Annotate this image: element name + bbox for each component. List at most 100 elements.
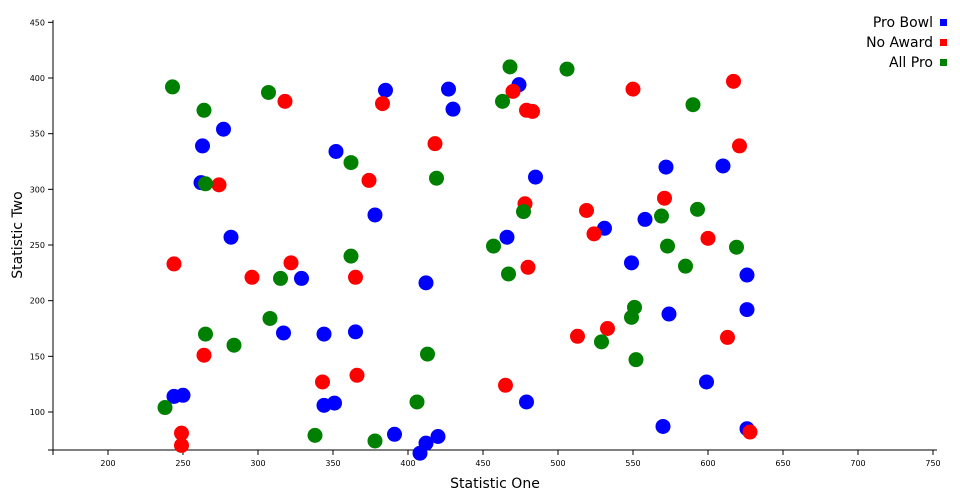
data-point-all-pro [678,258,693,274]
legend-label-pro-bowl: Pro Bowl [873,15,933,31]
y-tick-label: 250 [30,241,45,250]
data-point-pro-bowl [499,229,515,245]
data-point-no-award [570,328,585,344]
x-tick-label: 650 [775,459,790,468]
data-point-pro-bowl [418,275,434,291]
y-axis-ticks: 100 150 200 250 300 350 400 450 [30,18,53,451]
data-point-all-pro [261,84,276,100]
data-point-all-pro [516,204,531,220]
data-point-no-award [375,96,390,112]
legend-label-all-pro: All Pro [889,55,933,71]
data-point-all-pro [307,427,323,443]
data-point-all-pro [486,238,501,254]
y-tick-label: 100 [30,408,45,417]
x-tick-label: 250 [175,459,190,468]
data-point-no-award [174,437,189,453]
data-point-pro-bowl [624,255,639,271]
data-point-no-award [174,425,189,441]
data-point-pro-bowl [276,325,291,341]
data-point-pro-bowl [418,435,434,451]
y-tick-label: 200 [30,297,45,306]
data-point-pro-bowl [387,426,402,442]
data-point-pro-bowl [348,324,363,340]
data-point-pro-bowl [445,101,461,117]
y-tick-label: 400 [30,74,45,83]
data-point-no-award [720,329,735,345]
data-point-no-award [732,138,747,154]
data-point-no-award [166,256,182,272]
data-point-no-award [315,374,330,390]
data-point-pro-bowl [658,159,674,175]
data-point-all-pro [559,61,575,77]
data-point-pro-bowl [328,143,344,159]
x-tick-label: 400 [400,459,415,468]
x-axis-ticks: 200 250 300 350 400 450 500 550 600 650 700 750 [52,450,941,468]
data-point-no-award [520,259,536,275]
data-point-all-pro [262,310,278,326]
data-point-no-award [579,202,594,218]
data-point-all-pro [157,400,173,416]
data-point-pro-bowl [739,302,755,318]
y-tick-label: 150 [30,352,45,361]
data-point-no-award [361,172,377,188]
data-point-pro-bowl [367,207,383,223]
data-point-all-pro [594,334,609,350]
data-point-pro-bowl [655,418,671,434]
legend-swatch-no-award [940,39,947,46]
x-tick-label: 200 [100,459,115,468]
x-tick-label: 350 [325,459,340,468]
series-pro-bowl [166,77,755,461]
data-point-pro-bowl [637,211,653,227]
data-point-all-pro [198,176,213,192]
y-axis-title: Statistic Two [10,191,26,278]
data-point-no-award [349,367,365,383]
data-point-no-award [700,230,716,246]
data-point-no-award [498,377,513,393]
data-point-pro-bowl [528,169,543,185]
data-point-pro-bowl [441,81,456,97]
legend: Pro Bowl No Award All Pro [866,15,947,71]
data-point-no-award [586,226,602,242]
data-point-all-pro [729,239,744,255]
data-point-no-award [525,103,540,119]
x-tick-label: 550 [625,459,640,468]
x-axis-title: Statistic One [450,476,540,492]
data-point-pro-bowl [699,374,714,390]
data-point-no-award [505,83,521,99]
data-point-all-pro [198,326,213,342]
y-tick-label: 300 [30,185,45,194]
x-tick-label: 300 [250,459,265,468]
data-point-all-pro [367,433,383,449]
data-point-no-award [742,424,758,440]
data-point-all-pro [273,270,288,286]
data-point-no-award [244,269,260,285]
data-point-all-pro [660,238,675,254]
data-point-no-award [625,81,641,97]
series-all-pro [157,59,744,449]
data-point-all-pro [409,394,425,410]
data-point-no-award [657,190,672,206]
y-tick-label: 350 [30,130,45,139]
legend-swatch-all-pro [940,59,947,66]
data-point-all-pro [429,170,444,186]
data-point-all-pro [628,352,644,368]
data-point-no-award [277,93,293,109]
data-point-no-award [283,255,299,271]
data-point-all-pro [501,266,516,282]
data-point-pro-bowl [175,387,191,403]
data-point-pro-bowl [216,121,231,137]
data-point-no-award [348,269,363,285]
data-point-all-pro [226,337,242,353]
data-point-all-pro [627,299,642,315]
x-tick-label: 500 [550,459,565,468]
data-point-pro-bowl [223,229,239,245]
data-point-no-award [211,177,227,193]
data-point-pro-bowl [316,326,332,342]
legend-swatch-pro-bowl [940,19,947,26]
x-tick-label: 750 [925,459,940,468]
data-point-pro-bowl [430,428,446,444]
data-point-pro-bowl [715,158,731,174]
data-point-pro-bowl [519,394,534,410]
data-point-pro-bowl [327,395,342,411]
